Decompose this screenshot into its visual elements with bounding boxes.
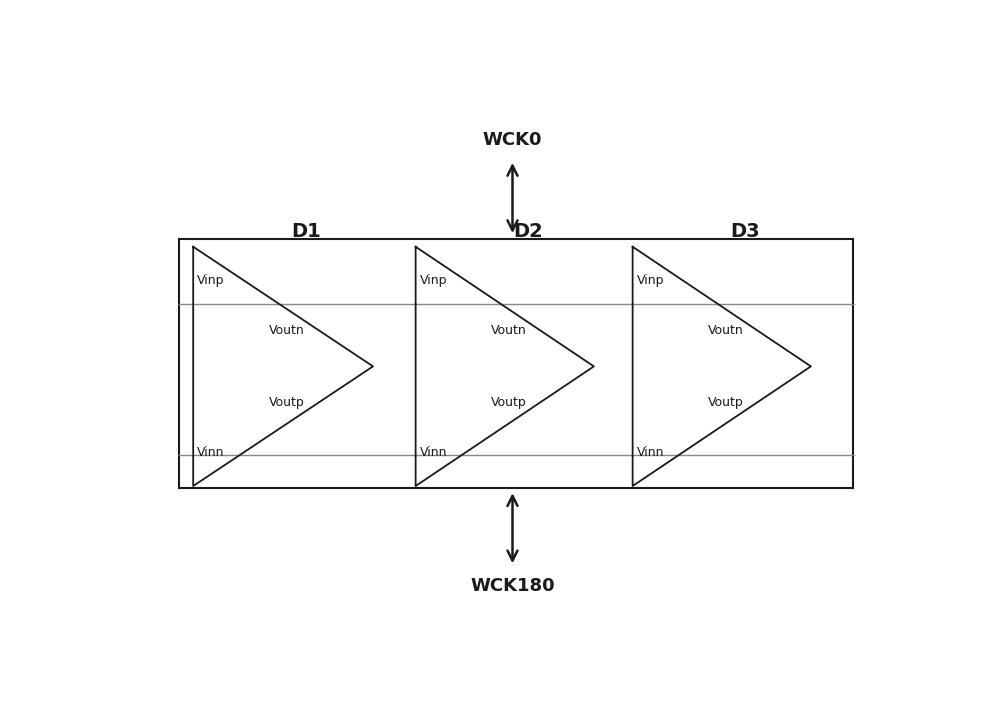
Text: WCK0: WCK0	[483, 131, 542, 149]
Text: Voutn: Voutn	[269, 324, 304, 337]
Text: Vinn: Vinn	[420, 446, 447, 459]
Text: Vinp: Vinp	[637, 273, 664, 287]
Text: Vinp: Vinp	[197, 273, 225, 287]
Text: WCK180: WCK180	[470, 577, 555, 595]
Text: Voutp: Voutp	[490, 396, 526, 408]
Text: Vinp: Vinp	[420, 273, 447, 287]
Text: D2: D2	[513, 222, 543, 241]
Bar	[179, 238, 853, 488]
Text: D1: D1	[291, 222, 321, 241]
Text: D3: D3	[730, 222, 760, 241]
Text: Voutn: Voutn	[707, 324, 743, 337]
Text: Voutp: Voutp	[269, 396, 304, 408]
Text: Vinn: Vinn	[197, 446, 225, 459]
Text: Voutn: Voutn	[490, 324, 526, 337]
Text: Vinn: Vinn	[637, 446, 664, 459]
Text: Voutp: Voutp	[707, 396, 743, 408]
